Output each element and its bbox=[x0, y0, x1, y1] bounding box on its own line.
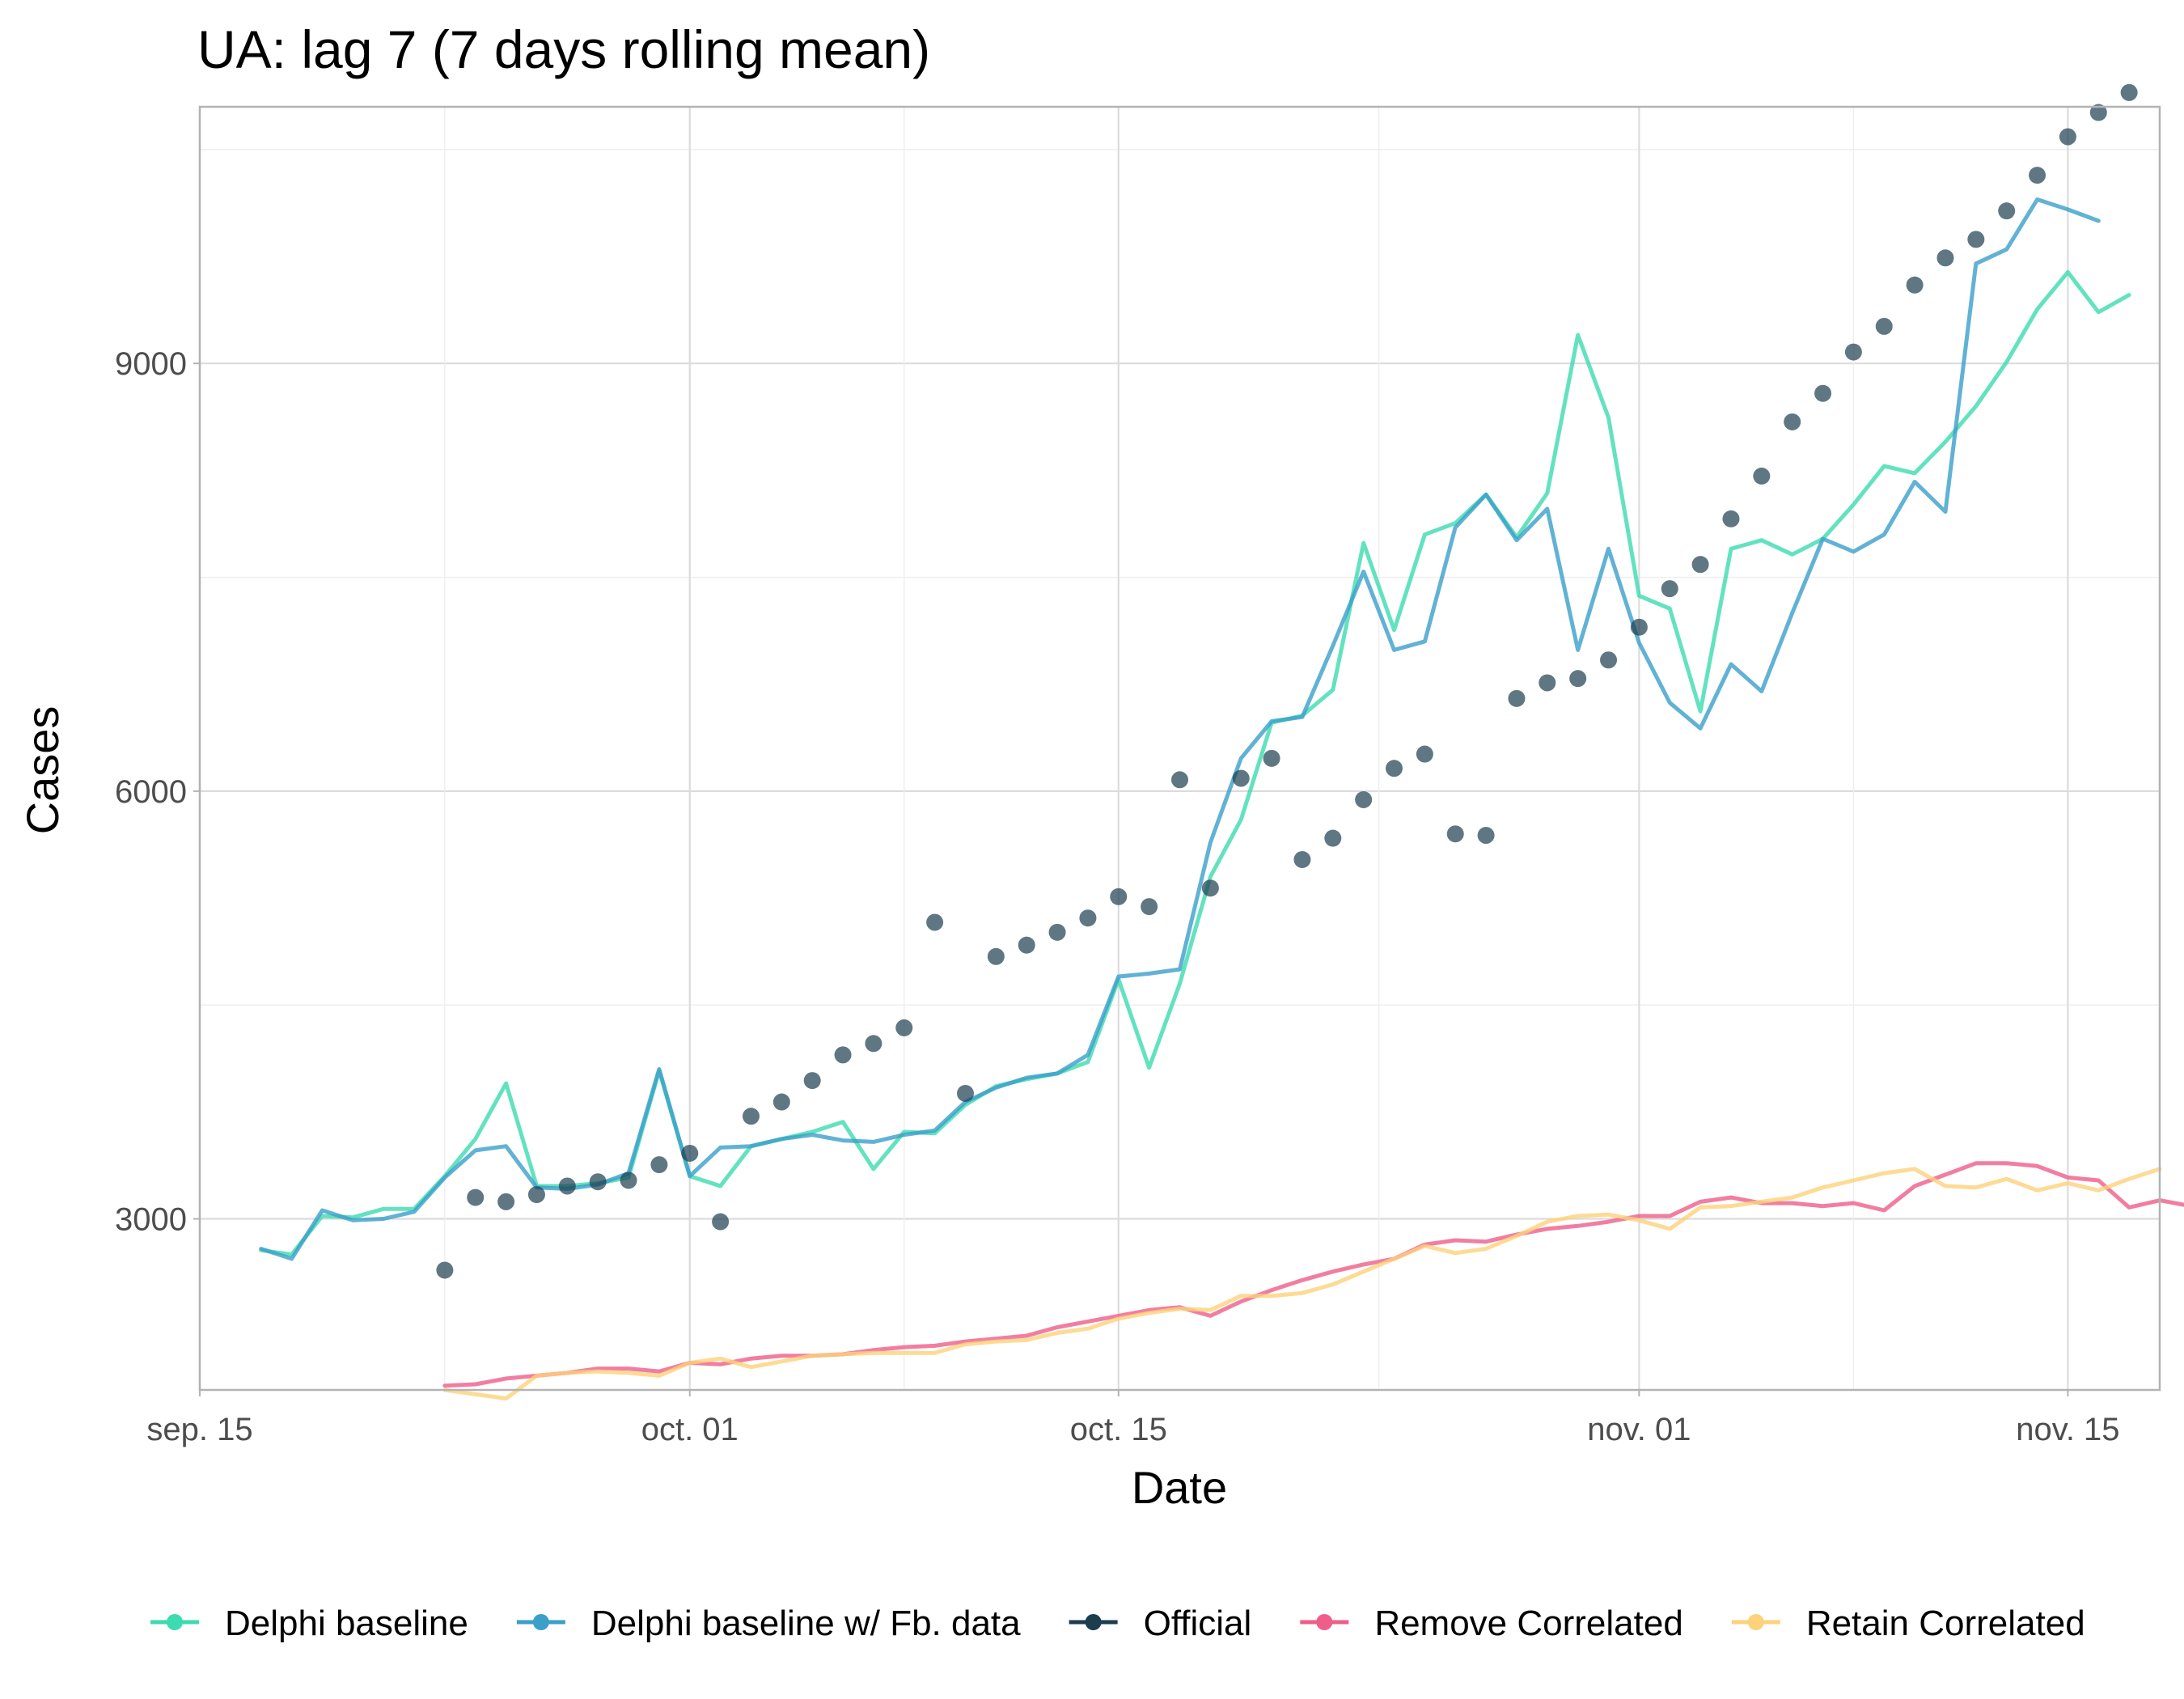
official-point bbox=[1355, 790, 1373, 808]
official-point bbox=[712, 1213, 730, 1231]
x-axis-title: Date bbox=[1132, 1462, 1227, 1513]
legend-key-point bbox=[1085, 1614, 1102, 1630]
y-tick-label: 3000 bbox=[115, 1202, 187, 1238]
legend-label: Delphi baseline w/ Fb. data bbox=[591, 1604, 1021, 1643]
official-point bbox=[436, 1261, 454, 1279]
official-point bbox=[865, 1035, 882, 1053]
official-point bbox=[895, 1019, 913, 1036]
official-point bbox=[1386, 760, 1403, 777]
official-point bbox=[467, 1188, 485, 1206]
official-point bbox=[1967, 231, 1985, 248]
grid-lines bbox=[198, 107, 2160, 1390]
panel-border bbox=[198, 105, 2161, 1392]
legend: Delphi baseline Delphi baseline w/ Fb. da… bbox=[150, 1604, 2085, 1643]
official-point bbox=[1048, 923, 1066, 941]
official-point bbox=[834, 1046, 852, 1064]
official-point bbox=[589, 1173, 607, 1191]
official-point bbox=[1814, 384, 1832, 402]
series-layer bbox=[259, 83, 2184, 1401]
legend-label: Delphi baseline bbox=[225, 1604, 468, 1643]
official-point bbox=[681, 1144, 699, 1162]
official-point bbox=[1906, 276, 1924, 294]
official-point bbox=[1477, 826, 1495, 844]
official-point bbox=[2089, 104, 2107, 121]
legend-item-delphi-baseline-w-fb-data: Delphi baseline w/ Fb. data bbox=[516, 1604, 1021, 1643]
series-official bbox=[436, 83, 2138, 1279]
official-point bbox=[1416, 745, 1433, 763]
official-point bbox=[1141, 898, 1158, 916]
official-point bbox=[1324, 829, 1342, 847]
chart-title: UA: lag 7 (7 days rolling mean) bbox=[197, 19, 930, 79]
y-axis: 3000 6000 9000 bbox=[115, 346, 200, 1238]
official-point bbox=[926, 913, 944, 931]
official-point bbox=[2059, 128, 2076, 146]
panel-background bbox=[200, 107, 2160, 1390]
official-point bbox=[1936, 249, 1954, 267]
remove-correlated-line bbox=[442, 1161, 2184, 1388]
official-point bbox=[650, 1156, 668, 1174]
official-point bbox=[1630, 618, 1648, 636]
official-point bbox=[803, 1072, 821, 1090]
x-tick-label: oct. 15 bbox=[1070, 1412, 1167, 1447]
official-point bbox=[1691, 556, 1709, 574]
legend-key-point bbox=[532, 1614, 549, 1630]
official-point bbox=[1171, 771, 1188, 789]
legend-item-delphi-baseline: Delphi baseline bbox=[150, 1604, 468, 1643]
x-tick-label: nov. 15 bbox=[2016, 1412, 2119, 1447]
legend-label: Retain Correlated bbox=[1806, 1604, 2085, 1643]
official-point bbox=[1508, 689, 1526, 707]
official-point bbox=[1569, 670, 1587, 688]
official-point bbox=[1201, 879, 1219, 897]
legend-item-official: Official bbox=[1069, 1604, 1252, 1643]
official-point bbox=[527, 1186, 545, 1204]
official-point bbox=[1875, 317, 1893, 335]
x-tick-label: nov. 01 bbox=[1587, 1412, 1691, 1447]
legend-key-point bbox=[1747, 1614, 1764, 1630]
official-point bbox=[1079, 909, 1097, 927]
series-remove-correlated bbox=[442, 1161, 2184, 1388]
official-point bbox=[1110, 888, 1128, 905]
official-point bbox=[620, 1172, 637, 1189]
y-tick-label: 6000 bbox=[115, 774, 187, 810]
legend-label: Official bbox=[1144, 1604, 1252, 1643]
legend-key-point bbox=[167, 1614, 183, 1630]
official-point bbox=[2120, 83, 2138, 101]
official-point bbox=[1539, 674, 1556, 692]
official-point bbox=[1753, 467, 1771, 485]
official-point bbox=[1293, 850, 1311, 868]
official-point bbox=[1661, 580, 1678, 598]
official-point bbox=[772, 1093, 790, 1111]
legend-label: Remove Correlated bbox=[1374, 1604, 1683, 1643]
x-tick-label: sep. 15 bbox=[146, 1412, 252, 1447]
plot-panel bbox=[198, 83, 2184, 1401]
official-point bbox=[1844, 343, 1862, 361]
official-point bbox=[1784, 413, 1801, 430]
official-point bbox=[1446, 825, 1464, 843]
official-point bbox=[987, 947, 1005, 965]
official-point bbox=[2029, 167, 2046, 184]
retain-correlated-line bbox=[442, 1167, 2162, 1401]
legend-item-retain-correlated: Retain Correlated bbox=[1731, 1604, 2085, 1643]
official-point bbox=[742, 1108, 760, 1125]
official-point bbox=[956, 1084, 974, 1102]
official-point bbox=[1998, 202, 2016, 220]
official-point bbox=[497, 1193, 515, 1210]
legend-item-remove-correlated: Remove Correlated bbox=[1300, 1604, 1683, 1643]
x-tick-label: oct. 01 bbox=[641, 1412, 739, 1447]
official-point bbox=[558, 1177, 576, 1195]
official-point bbox=[1263, 749, 1280, 767]
official-point bbox=[1232, 769, 1250, 787]
official-point bbox=[1600, 651, 1618, 669]
y-tick-label: 9000 bbox=[115, 346, 187, 382]
official-point bbox=[1722, 510, 1740, 527]
series-retain-correlated bbox=[442, 1167, 2162, 1401]
official-point bbox=[1018, 936, 1035, 954]
y-axis-title: Cases bbox=[17, 706, 68, 835]
legend-key-point bbox=[1316, 1614, 1333, 1630]
x-axis: sep. 15 oct. 01 oct. 15 nov. 01 nov. 15 bbox=[146, 1390, 2120, 1447]
